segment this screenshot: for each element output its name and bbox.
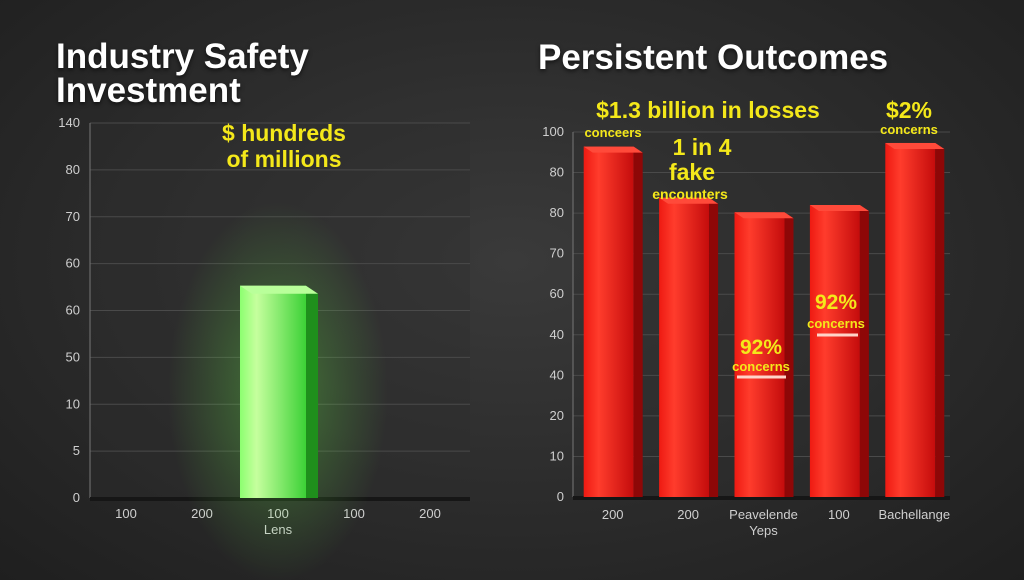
right-bar — [809, 205, 860, 497]
right-x-tick-label: 200 — [677, 507, 699, 522]
left-y-tick-label: 50 — [66, 349, 80, 364]
right-chart-title: Persistent Outcomes — [538, 38, 889, 77]
left-bar-side — [306, 285, 318, 498]
right-bar-top — [885, 142, 945, 149]
right-callout-text: fake — [669, 159, 715, 185]
left-bar-top — [240, 285, 318, 294]
right-x-axis — [573, 496, 950, 500]
right-callout-caption: encounters — [652, 186, 728, 202]
right-y-tick-label: 80 — [550, 205, 564, 220]
left-y-tick-label: 70 — [66, 209, 80, 224]
right-y-tick-label: 40 — [550, 327, 564, 342]
right-bar-side — [633, 146, 643, 497]
right-bar-top — [659, 197, 719, 204]
right-bar-side — [935, 142, 945, 497]
right-y-tick-label: 20 — [550, 408, 564, 423]
right-bar-top — [583, 146, 643, 153]
left-chart-title: Industry Safety Investment — [56, 37, 309, 111]
right-y-tick-label: 60 — [550, 286, 564, 301]
right-callout-text: $1.3 billion in losses — [596, 97, 820, 123]
right-y-tick-label: 100 — [542, 124, 564, 139]
right-callout-caption: conceers — [584, 125, 641, 140]
right-callout-caption: concerns — [807, 316, 865, 331]
right-x-tick-label: 200 — [602, 507, 624, 522]
right-y-tick-label: 40 — [550, 367, 564, 382]
left-y-tick-label: 60 — [66, 303, 80, 318]
right-y-tick-label: 0 — [557, 489, 564, 504]
right-bar-side — [859, 205, 869, 497]
right-callout-caption: concerns — [880, 122, 938, 137]
right-bar-side — [784, 212, 794, 498]
left-chart: 14080706060501050100200100100200Lens$ hu… — [58, 115, 470, 580]
left-callout-text: $ hundreds — [222, 120, 346, 146]
right-x-tick-label: 100 — [828, 507, 850, 522]
right-x-axis-label: Yeps — [749, 523, 778, 538]
left-y-tick-label: 0 — [73, 490, 80, 505]
right-x-tick-label: Bachellange — [879, 507, 951, 522]
left-x-tick-label: 100 — [115, 506, 137, 521]
left-y-tick-label: 10 — [66, 396, 80, 411]
right-callout-text: 92% — [740, 336, 782, 359]
left-callout-text: of millions — [227, 146, 342, 172]
right-callout-text: 1 in 4 — [673, 134, 732, 160]
right-bar — [583, 146, 634, 497]
left-y-tick-label: 80 — [66, 162, 80, 177]
left-x-tick-label: 200 — [419, 506, 441, 521]
right-callout-text: 92% — [815, 291, 857, 314]
right-bar-side — [709, 197, 719, 497]
left-y-tick-label: 60 — [66, 256, 80, 271]
right-y-tick-label: 80 — [550, 165, 564, 180]
right-bar — [885, 142, 936, 497]
right-callout-text: $2% — [886, 97, 932, 123]
right-y-tick-label: 10 — [550, 448, 564, 463]
right-callout-caption: concerns — [732, 359, 790, 374]
right-bar — [734, 212, 785, 498]
right-bar-top — [734, 212, 794, 219]
left-y-tick-label: 5 — [73, 443, 80, 458]
right-bar — [659, 197, 710, 497]
right-bar-top — [809, 205, 869, 211]
left-y-tick-label: 140 — [58, 115, 80, 130]
left-bar — [240, 285, 306, 498]
right-y-tick-label: 70 — [550, 246, 564, 261]
right-x-tick-label: Peavelende — [729, 507, 798, 522]
